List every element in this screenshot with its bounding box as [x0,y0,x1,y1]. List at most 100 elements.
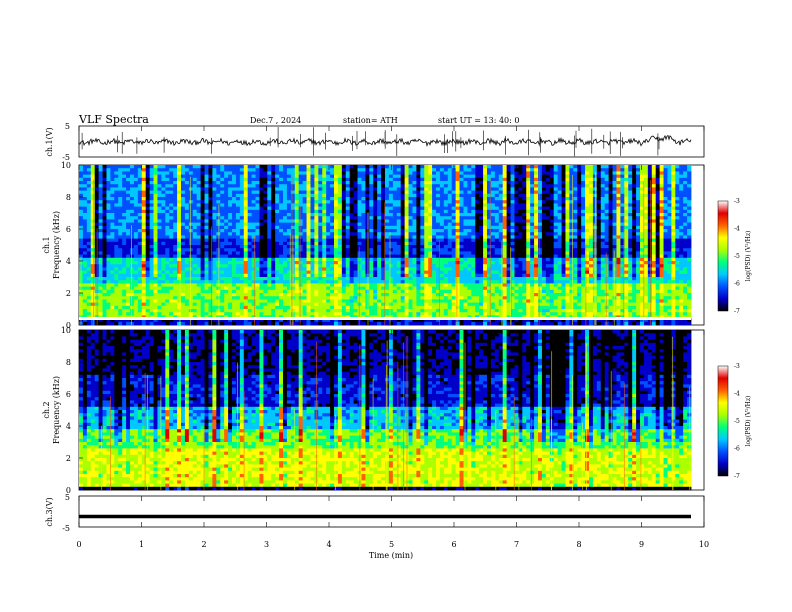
spectrogram-cell [334,232,339,236]
spectrogram-cell [102,241,107,246]
spectrogram-cell [283,197,288,201]
spectrogram-cell [679,177,692,182]
spectrogram-cell [436,273,441,278]
spectrogram-cell [628,293,637,297]
spectrogram-cell [687,235,692,239]
spectrogram-cell [130,229,139,233]
spectrogram-cell [459,232,468,236]
spectrogram-cell [498,286,504,291]
spectrogram-cell [259,296,280,300]
spectrogram-cell [82,193,92,198]
spectrogram-cell [534,193,539,198]
spectrogram-cell [181,293,186,297]
spectrogram-cell [212,286,217,291]
spectrogram-cell [647,209,653,214]
spectrogram-cell [643,200,649,204]
spectrogram-cell [600,222,606,227]
spectrogram-cell [612,200,617,204]
spectrogram-cell [388,165,394,169]
spectrogram-cell [212,177,217,182]
spectrogram-cell [483,168,488,172]
spectrogram-cell [526,197,531,201]
spectrogram-cell [212,261,217,265]
spectrogram-cell [145,222,151,227]
spectrogram-cell [294,261,300,265]
spectrogram-cell [145,235,151,239]
spectrogram-cell [569,251,578,255]
spectrogram-cell [381,209,386,214]
spectrogram-cell [196,184,202,188]
spectrogram-cell [530,273,535,278]
spectrogram-cell [200,203,205,207]
spectrogram-cell [388,283,394,287]
spectrogram-cell [326,200,331,204]
spectrogram-cell [255,283,260,287]
spectrogram-cell [106,283,115,287]
spectrogram-cell [400,280,406,284]
spectrogram-cell [451,232,457,236]
spectrogram-cell [632,171,637,175]
spectrogram-cell [577,225,582,230]
spectrogram-cell [228,289,233,294]
spectrogram-cell [475,225,480,230]
spectrogram-cell [326,286,331,291]
spectrogram-cell [298,245,304,249]
spectrogram-cell [200,293,221,297]
spectrogram-cell [286,206,292,211]
spectrogram-cell [149,229,154,233]
spectrogram-cell [283,190,288,195]
spectrogram-cell [385,270,390,275]
spectrogram-cell [624,296,633,300]
spectrogram-cell [318,267,323,271]
spectrogram-cell [365,289,370,294]
spectrogram-cell [502,238,508,243]
spectrogram-cell [314,245,319,249]
spectrogram-cell [530,187,535,191]
spectrogram-cell [526,245,531,249]
spectrogram-cell [204,225,209,230]
spectrogram-cell [420,206,425,211]
spectrogram-cell [502,229,508,233]
spectrogram-cell [396,270,402,275]
spectrogram-cell [145,229,151,233]
spectrogram-cell [530,174,535,179]
spectrogram-cell [483,293,488,297]
spectrogram-cell [224,299,249,303]
spectrogram-cell [534,241,539,246]
spectrogram-cell [224,229,233,233]
spectrogram-cell [541,213,547,217]
spectrogram-cell [561,283,566,287]
spectrogram-cell [177,213,182,217]
spectrogram-cell [279,193,284,198]
spectrogram-cell [208,171,213,175]
spectrogram-cell [102,174,107,179]
spectrogram-cell [545,200,555,204]
spectrogram-cell [534,200,539,204]
spectrogram-cell [530,181,535,185]
spectrogram-cell [514,289,527,294]
spectrogram-cell [365,229,370,233]
spectrogram-cell [200,273,205,278]
spectrogram-cell [490,251,496,255]
spectrogram-cell [526,270,531,275]
spectrogram-cell [447,168,453,172]
spectrogram-cell [436,193,441,198]
spectrogram-cell [259,174,268,179]
spectrogram-cell [671,203,676,207]
spectrogram-cell [106,299,123,303]
spectrogram-cell [632,219,637,223]
spectrogram-cell [98,222,103,227]
spectrogram-cell [565,264,570,268]
spectrogram-cell [510,273,515,278]
spectrogram-cell [675,277,692,281]
spectrogram-cell [271,229,276,233]
spectrogram-cell [141,241,147,246]
spectrogram-cell [596,171,602,175]
spectrogram-cell [561,184,566,188]
spectrogram-cell [647,283,653,287]
spectrogram-cell [518,286,527,291]
spectrogram-cell [275,200,280,204]
spectrogram-cell [82,241,88,246]
spectrogram-cell [683,197,688,201]
spectrogram-cell [318,190,323,195]
